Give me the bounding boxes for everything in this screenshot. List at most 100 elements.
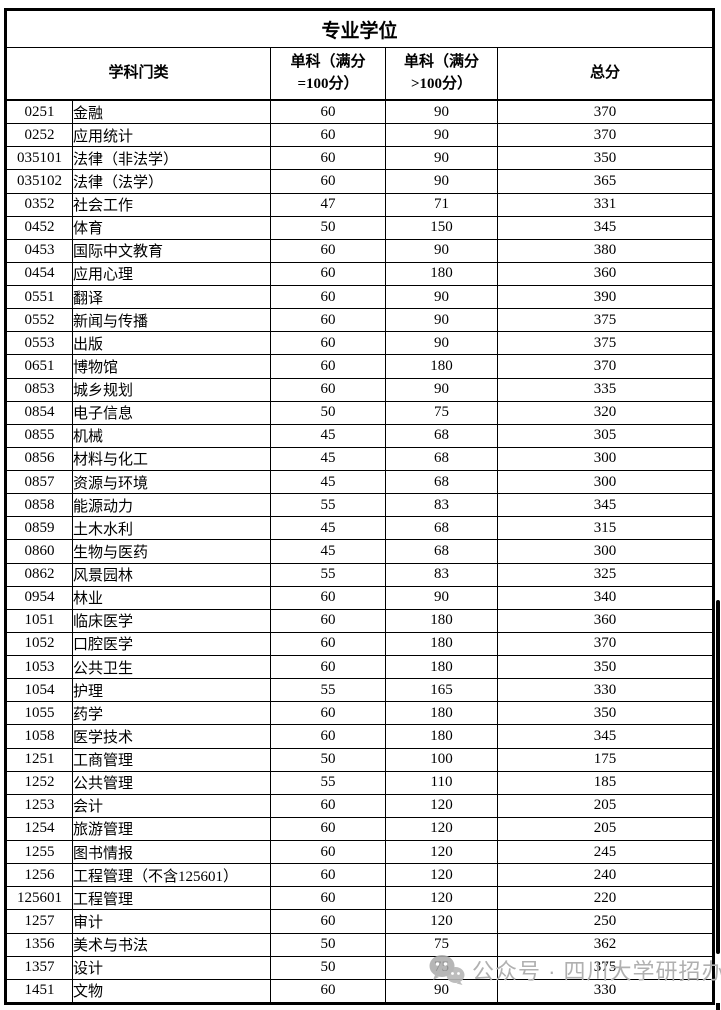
row-score-gt100: 83 [385,562,498,587]
table-row: 0857 资源与环境 45 68 300 [5,470,715,495]
table-row: 0954 林业 60 90 340 [5,585,715,610]
row-total: 205 [496,793,715,818]
header-single-eq100-line2: =100分） [297,75,359,92]
row-name: 风景园林 [72,562,271,587]
table-row: 1053 公共卫生 60 180 350 [5,655,715,680]
row-name: 翻译 [72,285,271,310]
row-total: 350 [496,701,715,726]
row-score-eq100: 60 [270,354,386,379]
row-score-eq100: 55 [270,562,386,587]
row-score-gt100: 90 [385,285,498,310]
row-score-eq100: 60 [270,886,386,911]
row-score-eq100: 47 [270,192,386,217]
row-score-gt100: 120 [385,909,498,934]
row-score-gt100: 90 [385,377,498,402]
row-name: 图书情报 [72,840,271,865]
row-score-eq100: 60 [270,261,386,287]
row-score-eq100: 60 [270,724,386,749]
table-row: 0552 新闻与传播 60 90 375 [5,308,715,333]
row-score-gt100: 90 [385,308,498,333]
header-subject-category: 学科门类 [5,47,271,101]
row-total: 370 [496,99,715,125]
table-row: 0858 能源动力 55 83 345 [5,493,715,518]
header-total-score: 总分 [496,47,715,101]
row-name: 法律（非法学） [72,146,271,171]
row-code: 0252 [5,123,73,148]
row-score-gt100: 68 [385,470,498,495]
table-row: 0352 社会工作 47 71 331 [5,192,715,217]
row-score-gt100: 120 [385,793,498,818]
table-row: 0853 城乡规划 60 90 335 [5,377,715,402]
row-score-gt100: 150 [385,215,498,240]
row-code: 0651 [5,354,73,379]
table-row: 1051 临床医学 60 180 360 [5,608,715,633]
row-total: 345 [496,493,715,518]
row-code: 0453 [5,238,73,263]
row-name: 美术与书法 [72,932,271,957]
table-row: 1055 药学 60 180 350 [5,701,715,726]
row-code: 1055 [5,701,73,726]
row-code: 1052 [5,631,73,657]
row-name: 机械 [72,423,271,448]
row-score-eq100: 55 [270,770,386,795]
row-score-eq100: 60 [270,331,386,356]
row-name: 医学技术 [72,724,271,749]
row-code: 035102 [5,169,73,194]
table-row: 0860 生物与医药 45 68 300 [5,539,715,564]
row-total: 340 [496,585,715,610]
table-row: 0856 材料与化工 45 68 300 [5,446,715,472]
row-name: 文物 [72,978,271,1005]
table-row: 1254 旅游管理 60 120 205 [5,816,715,842]
row-name: 能源动力 [72,493,271,518]
row-code: 0552 [5,308,73,333]
table-row: 1451 文物 60 90 330 [5,978,715,1005]
row-score-gt100: 180 [385,608,498,633]
row-total: 305 [496,423,715,448]
row-score-eq100: 55 [270,678,386,703]
row-name: 审计 [72,909,271,934]
row-total: 370 [496,631,715,657]
row-code: 0452 [5,215,73,240]
row-score-gt100: 90 [385,99,498,125]
table-row: 125601 工程管理 60 120 220 [5,886,715,911]
table-row: 0553 出版 60 90 375 [5,331,715,356]
row-code: 1251 [5,747,73,772]
row-score-eq100: 60 [270,308,386,333]
table-row: 0862 风景园林 55 83 325 [5,562,715,587]
row-score-eq100: 60 [270,631,386,657]
row-score-eq100: 60 [270,816,386,842]
row-code: 1256 [5,863,73,888]
row-score-eq100: 50 [270,215,386,240]
row-name: 金融 [72,99,271,125]
row-name: 药学 [72,701,271,726]
row-name: 新闻与传播 [72,308,271,333]
row-code: 125601 [5,886,73,911]
table-row: 0454 应用心理 60 180 360 [5,261,715,287]
row-score-gt100: 90 [385,331,498,356]
header-single-eq100: 单科（满分 =100分） [270,47,386,101]
row-total: 185 [496,770,715,795]
row-name: 应用统计 [72,123,271,148]
row-total: 331 [496,192,715,217]
row-score-gt100: 90 [385,123,498,148]
row-score-gt100: 120 [385,886,498,911]
row-total: 335 [496,377,715,402]
table-row: 0453 国际中文教育 60 90 380 [5,238,715,263]
table-row: 035102 法律（法学） 60 90 365 [5,169,715,194]
table-row: 1256 工程管理（不含125601） 60 120 240 [5,863,715,888]
row-code: 0856 [5,446,73,472]
row-total: 300 [496,446,715,472]
row-total: 325 [496,562,715,587]
table-row: 0651 博物馆 60 180 370 [5,354,715,379]
row-score-eq100: 60 [270,655,386,680]
row-code: 0454 [5,261,73,287]
row-name: 应用心理 [72,261,271,287]
row-score-gt100: 68 [385,423,498,448]
row-name: 口腔医学 [72,631,271,657]
header-single-gt100-line2: >100分） [410,75,473,92]
row-score-gt100: 68 [385,539,498,564]
row-score-gt100: 120 [385,840,498,865]
row-score-gt100: 75 [385,932,498,957]
scrollbar-thumb[interactable] [716,600,720,954]
row-total: 330 [496,978,715,1005]
